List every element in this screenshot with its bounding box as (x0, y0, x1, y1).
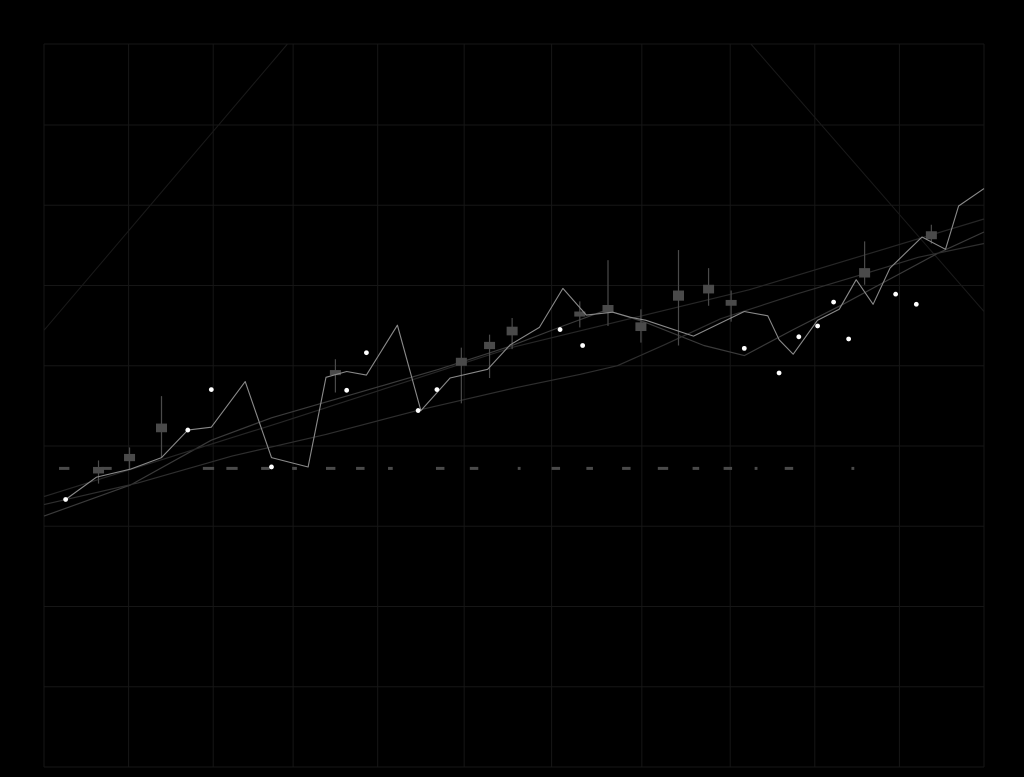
candle-body-11 (703, 284, 715, 294)
price-marker-5 (364, 350, 369, 356)
candle-body-3 (329, 370, 341, 376)
price-marker-14 (831, 299, 836, 305)
price-marker-8 (557, 327, 563, 332)
envelope-lines (43, 43, 985, 331)
envelope-line-1 (750, 43, 985, 312)
candle-body-12 (725, 299, 737, 306)
candle-body-5 (484, 341, 496, 350)
price-marker-17 (913, 301, 919, 307)
price-markers (63, 291, 919, 502)
price-marker-16 (893, 291, 899, 297)
envelope-line-0 (43, 43, 288, 331)
candle-body-9 (635, 322, 647, 332)
price-marker-6 (415, 408, 421, 413)
candle-body-7 (574, 311, 586, 317)
candle-body-10 (673, 290, 684, 301)
price-marker-1 (185, 427, 191, 433)
price-marker-7 (434, 387, 440, 392)
series-price-line (65, 188, 985, 500)
candle-body-13 (859, 268, 871, 278)
price-marker-2 (208, 387, 214, 392)
price-line (65, 188, 985, 500)
price-marker-4 (344, 387, 350, 393)
price-marker-10 (741, 345, 747, 351)
candle-body-8 (602, 305, 614, 313)
price-marker-9 (580, 343, 586, 348)
price-marker-13 (815, 323, 821, 329)
price-marker-3 (269, 464, 274, 470)
candlesticks (93, 224, 937, 484)
candle-body-14 (925, 231, 937, 240)
price-marker-0 (63, 497, 69, 502)
price-marker-12 (796, 334, 802, 340)
candle-body-1 (124, 453, 136, 462)
candle-body-6 (506, 326, 518, 336)
candle-body-2 (156, 423, 167, 433)
price-marker-11 (776, 370, 782, 376)
candle-body-4 (455, 357, 467, 366)
series-ma-slow-line (43, 242, 985, 506)
candle-body-0 (93, 466, 105, 474)
price-marker-15 (846, 336, 852, 342)
series-ma-long-line (43, 218, 985, 498)
